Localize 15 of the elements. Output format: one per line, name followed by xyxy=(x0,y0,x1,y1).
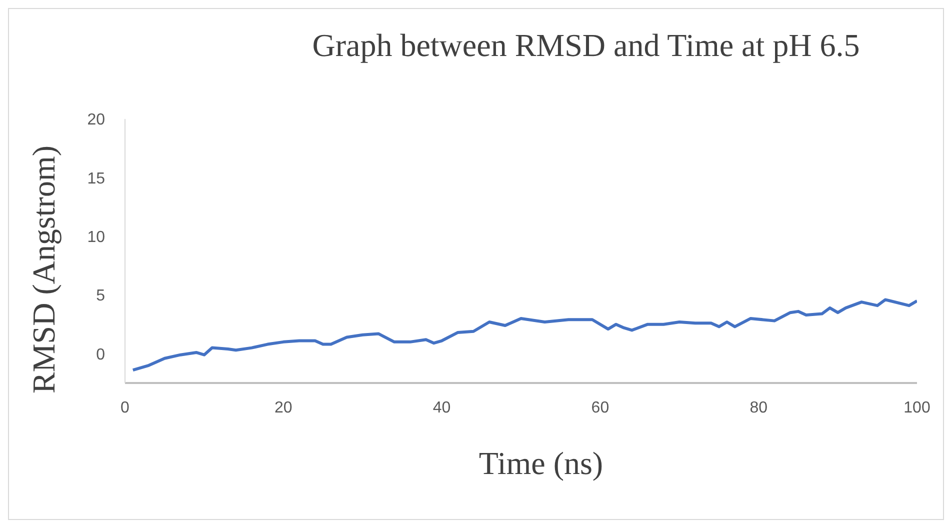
x-tick-label: 0 xyxy=(120,399,130,416)
x-tick-label: 60 xyxy=(591,399,610,416)
x-axis-title: Time (ns) xyxy=(478,445,604,482)
y-tick-label: 10 xyxy=(87,229,106,246)
line-series xyxy=(131,298,917,372)
y-tick-label: 15 xyxy=(87,170,106,188)
x-tick-label: 80 xyxy=(750,399,768,416)
x-tick-label: 100 xyxy=(904,399,930,416)
y-axis-title: RMSD (Angstrom) xyxy=(26,144,62,394)
x-tick-label: 20 xyxy=(274,399,292,416)
y-tick-label: 5 xyxy=(96,288,106,305)
x-tick-label: 40 xyxy=(432,399,451,416)
y-tick-label: 20 xyxy=(87,112,106,129)
y-tick-label: 0 xyxy=(96,346,106,364)
chart-title: Graph between RMSD and Time at pH 6.5 xyxy=(311,27,861,64)
